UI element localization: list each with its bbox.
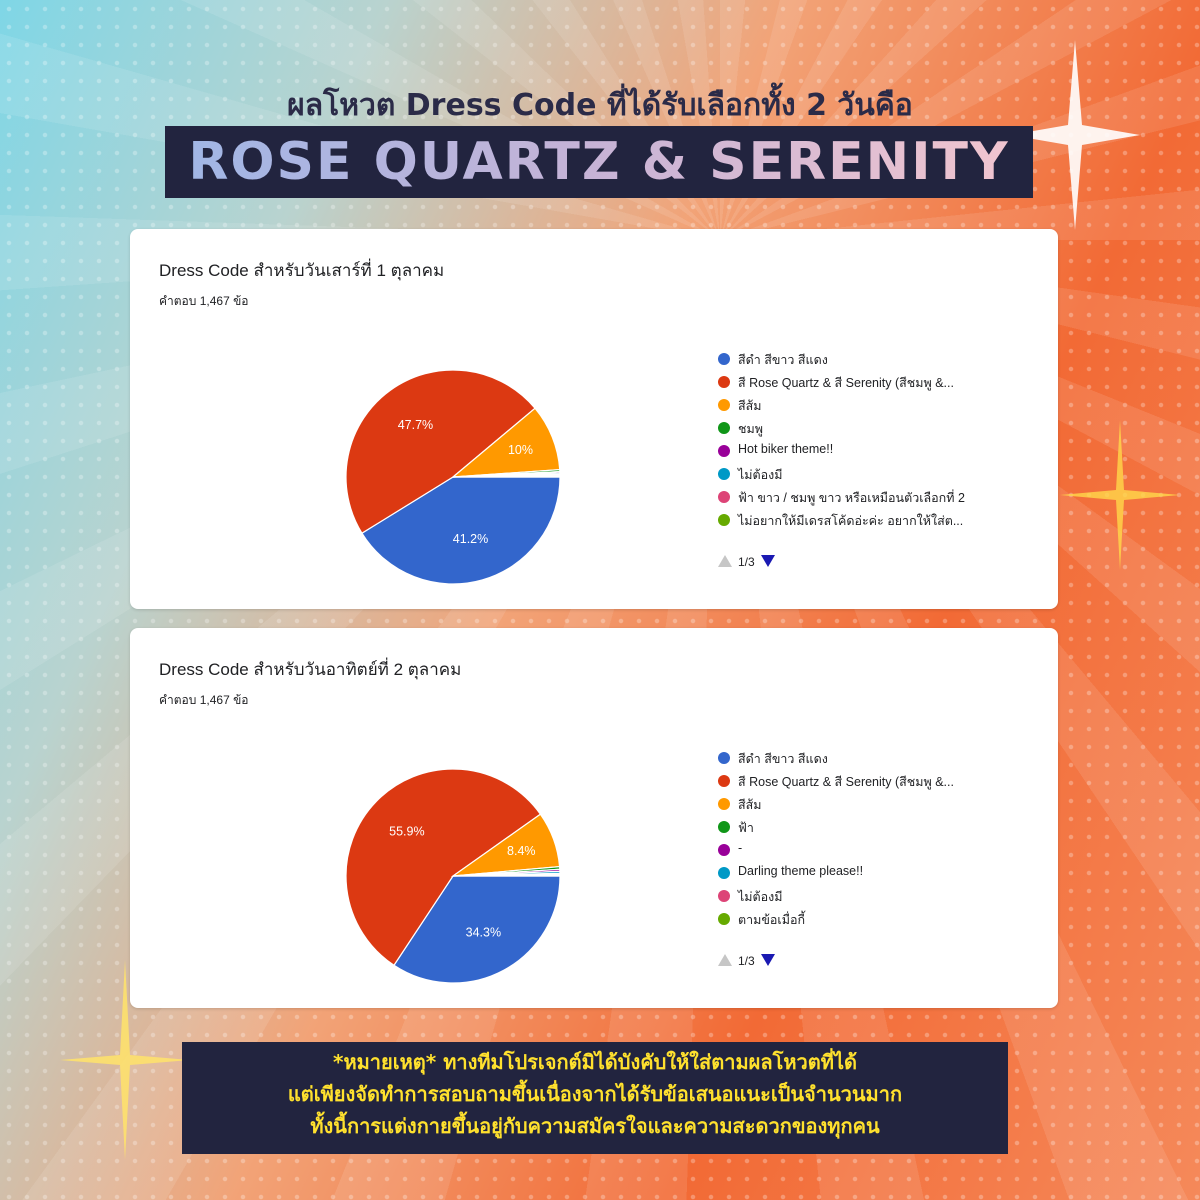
- note-line: ทั้งนี้การแต่งกายขึ้นอยู่กับความสมัครใจแ…: [310, 1114, 880, 1138]
- legend-label: -: [738, 841, 743, 855]
- banner-title: ROSE QUARTZ & SERENITY: [165, 126, 1033, 198]
- legend-label: สีดำ สีขาว สีแดง: [738, 752, 828, 766]
- legend-item[interactable]: Darling theme please!!: [718, 863, 1018, 886]
- legend-swatch: [718, 514, 730, 526]
- legend-label: สีส้ม: [738, 399, 762, 413]
- legend-label: ไม่อยากให้มีเดรสโค้ดอ่ะค่ะ อยากให้ใส่ต..…: [738, 514, 964, 528]
- chart-card-saturday: Dress Code สำหรับวันเสาร์ที่ 1 ตุลาคม คำ…: [130, 229, 1058, 609]
- legend-swatch: [718, 491, 730, 503]
- pager-text: 1/3: [738, 555, 755, 569]
- legend-swatch: [718, 468, 730, 480]
- legend-item[interactable]: ชมพู: [718, 418, 1018, 441]
- disclaimer-note: *หมายเหตุ* ทางทีมโปรเจกต์มิได้บังคับให้ใ…: [182, 1042, 1008, 1154]
- slice-label: 47.7%: [398, 418, 433, 432]
- pie-slice[interactable]: [452, 874, 561, 877]
- legend-swatch: [718, 422, 730, 434]
- header-subtitle: ผลโหวต Dress Code ที่ได้รับเลือกทั้ง 2 ว…: [287, 88, 913, 123]
- legend-item[interactable]: สีดำ สีขาว สีแดง: [718, 748, 1018, 771]
- legend-swatch: [718, 752, 730, 764]
- chart-card-sunday: Dress Code สำหรับวันอาทิตย์ที่ 2 ตุลาคม …: [130, 628, 1058, 1008]
- pager-down-icon[interactable]: [760, 555, 775, 567]
- legend-label: สีส้ม: [738, 798, 762, 812]
- legend-item[interactable]: ไม่ต้องมี: [718, 464, 1018, 487]
- response-count: คำตอบ 1,467 ข้อ: [159, 294, 249, 308]
- legend-label: ฟ้า: [738, 821, 754, 835]
- note-line: *หมายเหตุ* ทางทีมโปรเจกต์มิได้บังคับให้ใ…: [332, 1050, 858, 1074]
- response-count: คำตอบ 1,467 ข้อ: [159, 693, 249, 707]
- legend-item[interactable]: สี Rose Quartz & สี Serenity (สีชมพู &..…: [718, 771, 1018, 794]
- slice-label: 34.3%: [466, 926, 501, 940]
- legend-swatch: [718, 376, 730, 388]
- sparkle-icon: [1010, 40, 1140, 230]
- chart-legend: สีดำ สีขาว สีแดงสี Rose Quartz & สี Sere…: [718, 748, 1018, 932]
- legend-label: ตามข้อเมื่อกี้: [738, 913, 806, 927]
- legend-label: Hot biker theme!!: [738, 442, 834, 456]
- slice-label: 10%: [508, 443, 533, 457]
- legend-swatch: [718, 844, 730, 856]
- legend-swatch: [718, 353, 730, 365]
- pager-down-icon[interactable]: [760, 954, 775, 966]
- legend-item[interactable]: สีส้ม: [718, 395, 1018, 418]
- pie-slice[interactable]: [345, 369, 536, 535]
- pager-up-icon[interactable]: [718, 954, 732, 966]
- legend-item[interactable]: ไม่อยากให้มีเดรสโค้ดอ่ะค่ะ อยากให้ใส่ต..…: [718, 510, 1018, 533]
- legend-item[interactable]: Hot biker theme!!: [718, 441, 1018, 464]
- legend-item[interactable]: สี Rose Quartz & สี Serenity (สีชมพู &..…: [718, 372, 1018, 395]
- slice-label: 41.2%: [453, 532, 488, 546]
- card-title: Dress Code สำหรับวันอาทิตย์ที่ 2 ตุลาคม: [159, 660, 462, 679]
- pie-chart: 34.3% 55.9% 8.4%: [345, 768, 561, 984]
- pager-text: 1/3: [738, 954, 755, 968]
- pie-chart: 41.2% 47.7% 10%: [345, 369, 561, 585]
- legend-item[interactable]: ฟ้า: [718, 817, 1018, 840]
- legend-swatch: [718, 913, 730, 925]
- slice-label: 55.9%: [389, 824, 424, 838]
- legend-label: ไม่ต้องมี: [738, 468, 783, 482]
- legend-swatch: [718, 821, 730, 833]
- legend-label: ไม่ต้องมี: [738, 890, 783, 904]
- legend-label: สีดำ สีขาว สีแดง: [738, 353, 828, 367]
- title-banner: ROSE QUARTZ & SERENITY: [165, 126, 1033, 198]
- legend-item[interactable]: -: [718, 840, 1018, 863]
- legend-pager: 1/3: [718, 954, 775, 968]
- legend-item[interactable]: สีดำ สีขาว สีแดง: [718, 349, 1018, 372]
- chart-legend: สีดำ สีขาว สีแดงสี Rose Quartz & สี Sere…: [718, 349, 1018, 533]
- legend-label: สี Rose Quartz & สี Serenity (สีชมพู &..…: [738, 775, 954, 789]
- legend-item[interactable]: ตามข้อเมื่อกี้: [718, 909, 1018, 932]
- legend-swatch: [718, 445, 730, 457]
- pie-slice[interactable]: [452, 475, 561, 478]
- legend-label: สี Rose Quartz & สี Serenity (สีชมพู &..…: [738, 376, 954, 390]
- legend-item[interactable]: สีส้ม: [718, 794, 1018, 817]
- legend-item[interactable]: ไม่ต้องมี: [718, 886, 1018, 909]
- pie-slice[interactable]: [345, 768, 542, 967]
- card-title: Dress Code สำหรับวันเสาร์ที่ 1 ตุลาคม: [159, 261, 445, 280]
- note-line: แต่เพียงจัดทำการสอบถามขึ้นเนื่องจากได้รั…: [287, 1082, 903, 1106]
- legend-item[interactable]: ฟ้า ขาว / ชมพู ขาว หรือเหมือนตัวเลือกที่…: [718, 487, 1018, 510]
- legend-label: ชมพู: [738, 422, 763, 436]
- legend-pager: 1/3: [718, 555, 775, 569]
- legend-label: Darling theme please!!: [738, 864, 864, 878]
- legend-swatch: [718, 798, 730, 810]
- pie-slice[interactable]: [361, 476, 561, 585]
- legend-swatch: [718, 399, 730, 411]
- sparkle-icon: [60, 960, 190, 1160]
- legend-swatch: [718, 867, 730, 879]
- legend-label: ฟ้า ขาว / ชมพู ขาว หรือเหมือนตัวเลือกที่…: [738, 491, 965, 505]
- slice-label: 8.4%: [507, 844, 535, 858]
- pager-up-icon[interactable]: [718, 555, 732, 567]
- legend-swatch: [718, 775, 730, 787]
- legend-swatch: [718, 890, 730, 902]
- sparkle-icon: [1060, 420, 1180, 570]
